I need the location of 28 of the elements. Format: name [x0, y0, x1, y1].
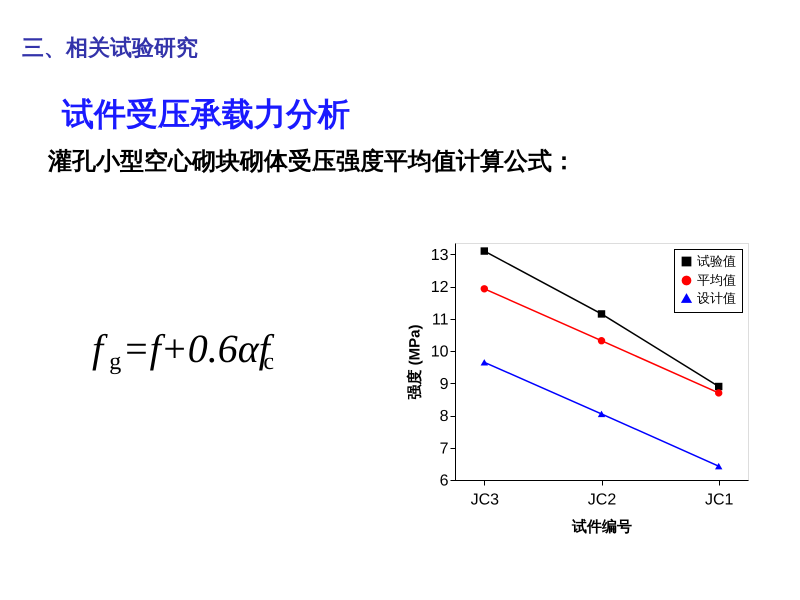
- point: [480, 285, 488, 292]
- point: [598, 337, 606, 344]
- x-axis-title: 试件编号: [571, 518, 632, 536]
- legend-label: 设计值: [697, 290, 736, 306]
- y-tick-label: 10: [430, 344, 449, 361]
- point: [480, 359, 488, 366]
- x-tick-label: JC1: [704, 492, 734, 508]
- legend-label: 试验值: [697, 254, 736, 268]
- point: [480, 247, 488, 255]
- y-axis-title: 强度 (MPa): [406, 324, 424, 400]
- legend-label: 平均值: [697, 272, 736, 288]
- point: [714, 462, 722, 470]
- point: [598, 410, 606, 418]
- point: [714, 389, 722, 397]
- x-tick-label: JC2: [588, 492, 616, 508]
- chart-subtitle: 试件受压承载力分析: [61, 95, 350, 133]
- y-tick-label: 9: [440, 376, 449, 393]
- x-tick-label: JC3: [470, 492, 500, 508]
- y-tick-label: 8: [440, 408, 449, 426]
- text: 三、相关试验研究: [22, 35, 198, 61]
- y-tick-label: 7: [440, 440, 449, 458]
- y-tick-label: 6: [440, 472, 449, 490]
- y-tick-label: 12: [430, 279, 449, 296]
- point: [598, 310, 606, 318]
- point: [714, 382, 722, 390]
- y-tick-label: 11: [432, 311, 449, 328]
- text: 灌孔小型空心砌块砌体受压强度平均值计算公式：: [47, 147, 576, 175]
- y-tick-label: 13: [430, 246, 449, 264]
